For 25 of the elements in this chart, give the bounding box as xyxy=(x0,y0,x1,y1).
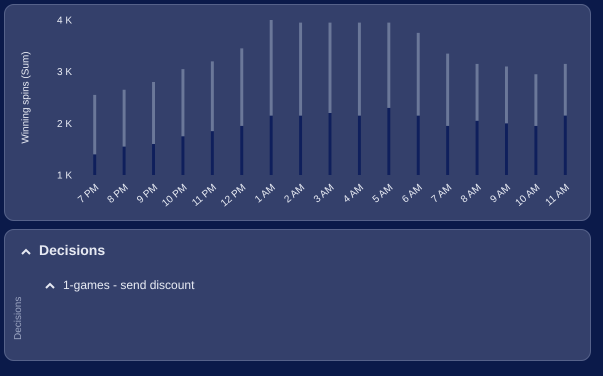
text: Decisions xyxy=(38,242,106,258)
x-tick-label: 7 PM xyxy=(76,182,102,206)
x-tick-label: 10 PM xyxy=(160,182,190,210)
x-tick-label: 11 AM xyxy=(544,182,572,208)
x-tick-label: 7 AM xyxy=(430,182,454,206)
x-tick-label: 6 AM xyxy=(400,182,425,206)
x-tick-label: 9 PM xyxy=(135,182,160,206)
text: 1-games - send discount xyxy=(62,278,194,292)
x-tick-label: 10 AM xyxy=(514,182,542,209)
x-tick-label: 11 PM xyxy=(190,182,219,209)
y-tick-label: 1 K xyxy=(56,170,72,182)
y-axis-title: Winning spins (Sum) xyxy=(20,51,32,144)
x-tick-label: 8 AM xyxy=(459,182,484,206)
x-tick-label: 12 PM xyxy=(219,182,248,210)
x-tick-label: 3 AM xyxy=(312,182,336,206)
y-tick-label: 2 K xyxy=(56,118,72,130)
x-tick-label: 2 AM xyxy=(282,182,308,206)
x-tick-label: 9 AM xyxy=(488,182,513,206)
text: Decisions xyxy=(13,296,24,340)
x-tick-label: 8 PM xyxy=(106,182,131,206)
y-tick-label: 4 K xyxy=(56,16,72,27)
y-tick-label: 3 K xyxy=(56,67,72,78)
x-tick-label: 5 AM xyxy=(370,182,396,206)
x-tick-label: 1 AM xyxy=(253,182,278,206)
x-tick-label: 4 AM xyxy=(341,182,366,206)
